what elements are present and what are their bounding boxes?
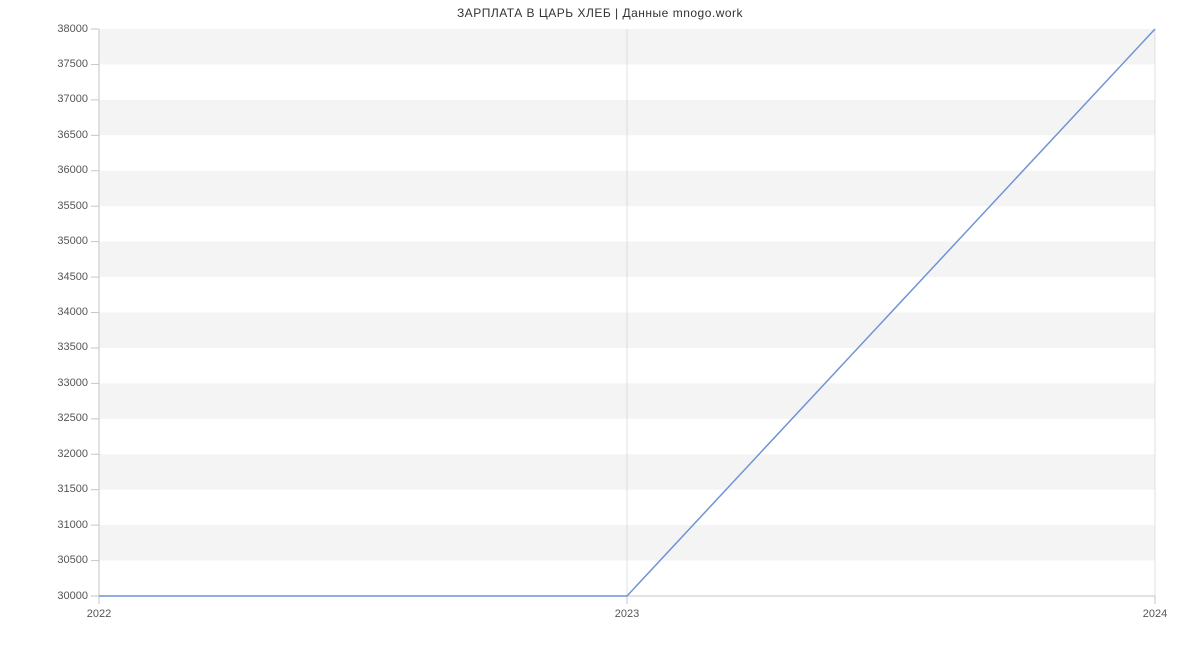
y-axis-label: 35500 bbox=[57, 200, 88, 212]
y-axis-label: 31000 bbox=[57, 519, 88, 531]
line-chart bbox=[0, 0, 1200, 650]
y-axis-label: 38000 bbox=[57, 23, 88, 35]
y-axis-label: 34500 bbox=[57, 271, 88, 283]
y-axis-label: 32500 bbox=[57, 412, 88, 424]
x-axis-label: 2024 bbox=[1135, 608, 1175, 620]
y-axis-label: 30000 bbox=[57, 590, 88, 602]
y-axis-label: 37000 bbox=[57, 93, 88, 105]
y-axis-label: 32000 bbox=[57, 448, 88, 460]
x-axis-label: 2022 bbox=[79, 608, 119, 620]
y-axis-label: 34000 bbox=[57, 306, 88, 318]
y-axis-label: 33000 bbox=[57, 377, 88, 389]
y-axis-label: 36500 bbox=[57, 129, 88, 141]
x-axis-label: 2023 bbox=[607, 608, 647, 620]
y-axis-label: 33500 bbox=[57, 341, 88, 353]
y-axis-label: 31500 bbox=[57, 483, 88, 495]
y-axis-label: 36000 bbox=[57, 164, 88, 176]
y-axis-label: 30500 bbox=[57, 554, 88, 566]
y-axis-label: 35000 bbox=[57, 235, 88, 247]
y-axis-label: 37500 bbox=[57, 58, 88, 70]
